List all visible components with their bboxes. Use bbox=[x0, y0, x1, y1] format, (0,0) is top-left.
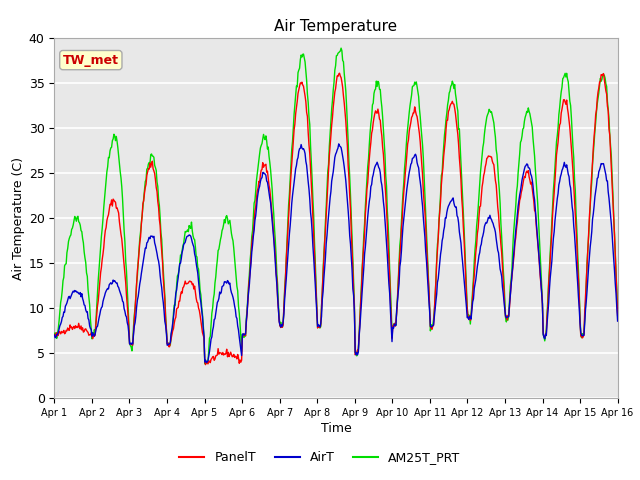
Legend: PanelT, AirT, AM25T_PRT: PanelT, AirT, AM25T_PRT bbox=[174, 446, 466, 469]
AM25T_PRT bbox=[614, 310, 621, 316]
PanelT bbox=[406, 124, 414, 130]
AirT bbox=[335, 141, 342, 147]
AirT bbox=[61, 310, 68, 315]
Title: Air Temperature: Air Temperature bbox=[275, 20, 397, 35]
AM25T_PRT bbox=[176, 261, 184, 267]
AM25T_PRT bbox=[406, 103, 414, 108]
AirT bbox=[118, 299, 126, 304]
AirT bbox=[51, 332, 58, 338]
PanelT bbox=[176, 298, 184, 304]
PanelT bbox=[202, 362, 209, 368]
PanelT bbox=[422, 242, 430, 248]
AM25T_PRT bbox=[207, 334, 214, 339]
AirT bbox=[406, 166, 414, 172]
AirT bbox=[207, 343, 214, 348]
AM25T_PRT bbox=[337, 45, 345, 51]
AirT bbox=[422, 258, 430, 264]
AM25T_PRT bbox=[201, 361, 209, 367]
PanelT bbox=[51, 332, 58, 337]
AM25T_PRT bbox=[118, 196, 126, 202]
PanelT bbox=[118, 245, 126, 251]
AM25T_PRT bbox=[61, 263, 68, 269]
X-axis label: Time: Time bbox=[321, 422, 351, 435]
AirT bbox=[202, 360, 210, 365]
AM25T_PRT bbox=[51, 331, 58, 337]
AirT bbox=[176, 261, 184, 267]
Y-axis label: Air Temperature (C): Air Temperature (C) bbox=[12, 157, 24, 280]
Text: TW_met: TW_met bbox=[63, 54, 119, 67]
AM25T_PRT bbox=[422, 228, 430, 234]
PanelT bbox=[61, 331, 68, 336]
PanelT bbox=[614, 312, 621, 318]
Line: AirT: AirT bbox=[54, 144, 618, 362]
PanelT bbox=[336, 70, 344, 76]
Line: PanelT: PanelT bbox=[54, 73, 618, 365]
Line: AM25T_PRT: AM25T_PRT bbox=[54, 48, 618, 364]
AirT bbox=[614, 318, 621, 324]
PanelT bbox=[207, 360, 214, 365]
